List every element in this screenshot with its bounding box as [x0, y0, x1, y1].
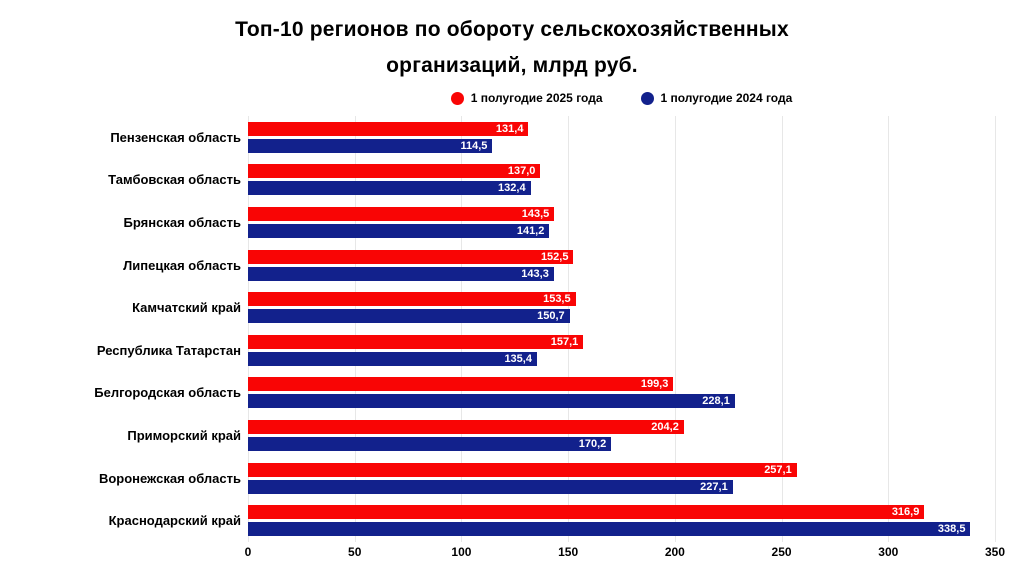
- category-label: Камчатский край: [132, 300, 241, 316]
- gridline: [354, 116, 356, 542]
- x-tick-label: 250: [771, 545, 792, 559]
- category-label: Республика Татарстан: [96, 342, 241, 358]
- bar-2024: 228,1: [248, 394, 735, 409]
- bar-value-label: 204,2: [651, 420, 679, 433]
- gridline: [248, 116, 249, 542]
- chart-legend: 1 полугодие 2025 года 1 полугодие 2024 г…: [248, 91, 995, 105]
- bar-value-label: 132,4: [498, 182, 526, 195]
- bar-value-label: 257,1: [764, 463, 792, 476]
- legend-dot-2024-icon: [640, 91, 654, 105]
- bar-value-label: 199,3: [640, 378, 669, 391]
- bar-2025: 143,5: [248, 206, 555, 221]
- bar-2024: 150,7: [248, 309, 570, 324]
- legend-item-2025: 1 полугодие 2025 года: [450, 91, 603, 105]
- gridline: [674, 116, 676, 542]
- chart-body: Пензенская область Тамбовская область Брян…: [0, 116, 1024, 542]
- x-tick-label: 0: [244, 545, 252, 559]
- category-label: Воронежская область: [98, 470, 241, 486]
- bar-2025: 152,5: [248, 249, 574, 264]
- category-label: Краснодарский край: [108, 513, 241, 529]
- bar-2024: 338,5: [248, 522, 971, 537]
- bar-group: 316,9 338,5: [248, 499, 995, 542]
- gridline: [781, 116, 783, 542]
- category-label: Тамбовская область: [108, 172, 241, 188]
- gridline: [568, 116, 570, 542]
- category-label: Приморский край: [127, 427, 241, 443]
- bar-groups: 131,4 114,5 137,0 132,4 143,5 141,2 152,5 143,3…: [248, 116, 995, 542]
- chart-title: Топ-10 регионов по обороту сельскохозяйс…: [0, 0, 1024, 84]
- bar-2024: 135,4: [248, 351, 537, 366]
- x-axis: 0 50 100 150 200 250 300 350: [244, 542, 1005, 562]
- x-tick-label: 200: [664, 545, 685, 559]
- bar-group: 153,5 150,7: [248, 286, 995, 329]
- legend-item-2024: 1 полугодие 2024 года: [640, 91, 793, 105]
- legend-label-2025: 1 полугодие 2025 года: [470, 91, 603, 105]
- bar-value-label: 114,5: [460, 139, 488, 152]
- bar-value-label: 141,2: [516, 224, 545, 237]
- x-tick-label: 50: [348, 545, 362, 559]
- category-label: Брянская область: [123, 214, 241, 230]
- bar-group: 131,4 114,5: [248, 116, 995, 159]
- bar-2025: 204,2: [248, 419, 684, 434]
- bar-group: 143,5 141,2: [248, 201, 995, 244]
- bar-value-label: 135,4: [504, 352, 532, 365]
- bar-value-label: 170,2: [578, 437, 607, 450]
- bar-group: 199,3 228,1: [248, 372, 995, 415]
- x-tick-label: 100: [451, 545, 472, 559]
- gridlines: [248, 116, 996, 542]
- bar-value-label: 150,7: [537, 310, 565, 323]
- bar-2025: 316,9: [248, 505, 925, 520]
- bar-2025: 157,1: [248, 334, 584, 349]
- bar-group: 157,1 135,4: [248, 329, 995, 372]
- bar-value-label: 228,1: [702, 395, 730, 408]
- category-label: Белгородская область: [94, 385, 241, 401]
- bar-value-label: 131,4: [495, 122, 524, 135]
- bar-2025: 257,1: [248, 462, 797, 477]
- bar-2024: 143,3: [248, 266, 554, 281]
- gridline: [461, 116, 463, 542]
- gridline: [888, 116, 890, 542]
- chart-title-line1: Топ-10 регионов по обороту сельскохозяйс…: [235, 18, 789, 41]
- bar-group: 152,5 143,3: [248, 244, 995, 287]
- bar-2024: 170,2: [248, 436, 612, 451]
- bar-2025: 153,5: [248, 292, 576, 307]
- legend-label-2024: 1 полугодие 2024 года: [660, 91, 793, 105]
- bar-value-label: 143,3: [521, 267, 549, 280]
- bar-value-label: 227,1: [700, 480, 728, 493]
- chart-title-line2: организаций, млрд руб.: [386, 54, 638, 77]
- plot-area: 131,4 114,5 137,0 132,4 143,5 141,2 152,5 143,3…: [248, 116, 996, 542]
- bar-2024: 141,2: [248, 223, 550, 238]
- category-labels: Пензенская область Тамбовская область Брян…: [0, 116, 248, 542]
- bar-value-label: 143,5: [521, 207, 550, 220]
- x-tick-label: 150: [558, 545, 579, 559]
- legend-dot-2025-icon: [450, 91, 464, 105]
- x-tick-label: 350: [984, 545, 1006, 559]
- bar-group: 257,1 227,1: [248, 457, 995, 500]
- bar-value-label: 338,5: [937, 523, 966, 536]
- bar-2025: 137,0: [248, 164, 541, 179]
- bar-group: 137,0 132,4: [248, 159, 995, 202]
- bar-group: 204,2 170,2: [248, 414, 995, 457]
- bar-value-label: 152,5: [540, 250, 569, 263]
- x-tick-label: 300: [878, 545, 899, 559]
- bar-2024: 132,4: [248, 181, 531, 196]
- bar-value-label: 316,9: [891, 506, 920, 519]
- gridline: [995, 116, 996, 542]
- category-label: Пензенская область: [110, 129, 241, 145]
- bar-2024: 227,1: [248, 479, 733, 494]
- bar-2024: 114,5: [248, 138, 493, 153]
- bar-2025: 199,3: [248, 377, 674, 392]
- category-label: Липецкая область: [123, 257, 241, 273]
- bar-2025: 131,4: [248, 121, 529, 136]
- bar-value-label: 157,1: [550, 335, 579, 348]
- bar-value-label: 137,0: [507, 165, 536, 178]
- bar-value-label: 153,5: [543, 293, 571, 306]
